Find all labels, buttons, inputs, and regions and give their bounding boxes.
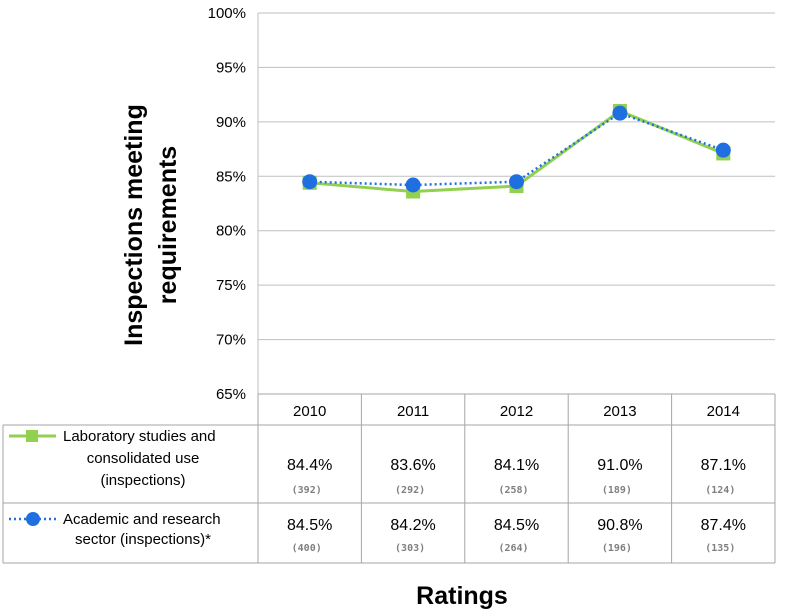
count-label: (292) <box>395 485 425 496</box>
y-tick-label: 80% <box>216 223 246 240</box>
data-label: 84.5% <box>287 517 332 534</box>
plot-series <box>302 103 731 199</box>
y-tick-label: 100% <box>208 5 246 22</box>
legend-label: sector (inspections)* <box>75 531 211 548</box>
legend-key-marker <box>26 512 40 526</box>
y-axis-title-line: Inspections meeting <box>120 104 148 346</box>
x-tick-label: 2014 <box>707 403 740 420</box>
data-label: 87.1% <box>701 457 746 474</box>
x-tick-label: 2013 <box>603 403 636 420</box>
data-label: 84.2% <box>390 517 435 534</box>
legend-label: Laboratory studies and <box>63 428 216 445</box>
data-table: 2010 2011 2012 2013 2014 Laboratory studies a… <box>2 393 776 564</box>
data-point <box>405 177 421 193</box>
y-axis-title: Inspections meeting requirements <box>120 104 182 346</box>
legend-label: consolidated use <box>87 450 200 467</box>
legend-key-marker <box>26 430 38 442</box>
y-axis-title-line: requirements <box>154 146 182 304</box>
data-label: 83.6% <box>390 457 435 474</box>
data-point <box>612 105 628 121</box>
data-label: 84.4% <box>287 457 332 474</box>
x-tick-label: 2011 <box>397 403 429 420</box>
y-tick-label: 70% <box>216 332 246 349</box>
count-label: (400) <box>292 543 322 554</box>
y-tick-label: 75% <box>216 277 246 294</box>
y-tick-label: 95% <box>216 59 246 76</box>
series-line <box>309 111 724 187</box>
legend-label: Academic and research <box>63 511 221 528</box>
data-label: 84.5% <box>494 517 539 534</box>
y-axis-ticks: 65% 70% 75% 80% 85% 90% 95% 100% <box>208 5 246 403</box>
data-label: 90.8% <box>597 517 642 534</box>
data-point <box>509 174 524 190</box>
data-point <box>302 174 318 190</box>
count-label: (258) <box>498 485 528 496</box>
y-tick-label: 65% <box>216 386 246 403</box>
x-tick-label: 2012 <box>500 403 533 420</box>
gridlines <box>257 12 775 395</box>
y-tick-label: 85% <box>216 168 246 185</box>
count-label: (135) <box>705 543 735 554</box>
count-label: (189) <box>602 485 632 496</box>
x-tick-label: 2010 <box>293 403 326 420</box>
count-label: (392) <box>292 485 322 496</box>
x-axis-title: Ratings <box>416 582 508 610</box>
count-label: (264) <box>498 543 528 554</box>
y-axis-title-group: Inspections meeting requirements <box>120 104 182 346</box>
count-label: (303) <box>395 543 425 554</box>
data-label: 84.1% <box>494 457 539 474</box>
count-label: (196) <box>602 543 632 554</box>
data-point <box>715 142 731 158</box>
legend-label: (inspections) <box>100 472 185 489</box>
data-label: 91.0% <box>597 457 642 474</box>
x-axis-title: Ratings <box>416 582 508 610</box>
count-label: (124) <box>705 485 735 496</box>
data-label: 87.4% <box>701 517 746 534</box>
y-tick-label: 90% <box>216 114 246 131</box>
